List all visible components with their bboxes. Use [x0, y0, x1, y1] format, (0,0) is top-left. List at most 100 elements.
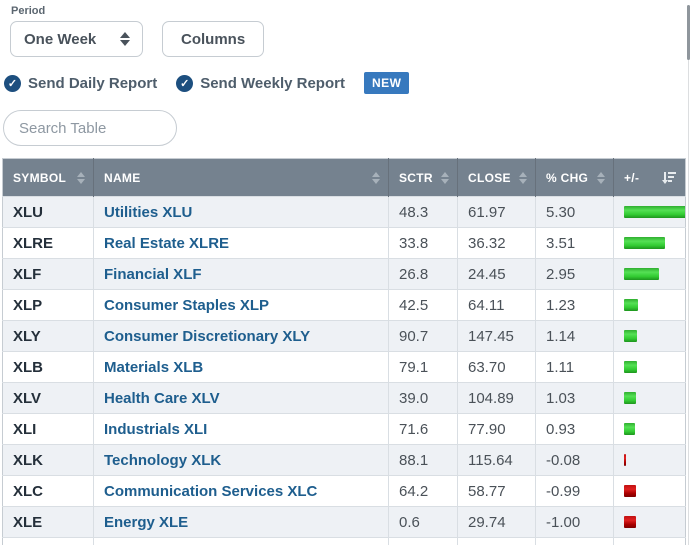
- symbol-cell: XLP: [2, 289, 94, 321]
- sector-link[interactable]: Financial XLF: [104, 265, 202, 283]
- header-plus-minus[interactable]: +/-: [613, 158, 686, 197]
- period-selected-value: One Week: [24, 30, 97, 48]
- sector-link[interactable]: Real Estate XLRE: [104, 234, 230, 252]
- search-input[interactable]: [3, 110, 177, 146]
- sctr-cell: 42.5: [388, 289, 458, 321]
- name-cell: Financial XLF: [93, 258, 389, 290]
- columns-button[interactable]: Columns: [162, 21, 265, 57]
- sort-arrows-icon: [77, 171, 85, 184]
- change-bar: [624, 361, 637, 373]
- change-bar-cell: [613, 196, 686, 228]
- select-updown-icon: [120, 32, 130, 46]
- change-bar-cell: [613, 258, 686, 290]
- sector-summary-page: Period One Week Columns ✓ Send Daily Rep…: [0, 5, 691, 545]
- sctr-cell: 33.8: [388, 227, 458, 259]
- change-bar-cell: [613, 227, 686, 259]
- pct-chg-cell: -0.08: [535, 444, 614, 476]
- sector-table: SYMBOL NAME SCTR CLOSE: [2, 158, 686, 545]
- sector-link[interactable]: Consumer Staples XLP: [104, 296, 270, 314]
- sctr-cell: 88.1: [388, 444, 458, 476]
- header-close[interactable]: CLOSE: [457, 158, 536, 197]
- symbol-cell: XLV: [2, 382, 94, 414]
- change-bar: [624, 237, 665, 249]
- table-row: XLE Energy XLE 0.6 29.74 -1.00: [2, 506, 686, 538]
- pct-chg-cell: 1.14: [535, 320, 614, 352]
- header-sctr[interactable]: SCTR: [388, 158, 458, 197]
- sector-link[interactable]: Utilities XLU: [104, 203, 193, 221]
- close-cell: 147.45: [457, 320, 536, 352]
- send-weekly-report-label: Send Weekly Report: [200, 74, 345, 92]
- header-name[interactable]: NAME: [93, 158, 389, 197]
- change-bar: [624, 330, 637, 342]
- name-cell: Consumer Discretionary XLY: [93, 320, 389, 352]
- sector-link[interactable]: Communication Services XLC: [104, 482, 318, 500]
- pct-chg-cell: 5.30: [535, 196, 614, 228]
- sctr-cell: 71.6: [388, 413, 458, 445]
- header-symbol[interactable]: SYMBOL: [2, 158, 94, 197]
- sctr-cell: 90.7: [388, 320, 458, 352]
- close-cell: 77.90: [457, 413, 536, 445]
- pct-chg-cell: 3.51: [535, 227, 614, 259]
- name-cell: Consumer Staples XLP: [93, 289, 389, 321]
- name-cell: Health Care XLV: [93, 382, 389, 414]
- close-cell: 61.97: [457, 196, 536, 228]
- change-bar-cell: [613, 413, 686, 445]
- pct-chg-cell: -1.00: [535, 506, 614, 538]
- name-cell: Utilities XLU: [93, 196, 389, 228]
- change-bar: [624, 206, 686, 218]
- sort-arrows-icon: [441, 171, 449, 184]
- page-scrollbar[interactable]: [686, 5, 691, 545]
- pct-chg-cell: 1.23: [535, 289, 614, 321]
- check-circle-icon: ✓: [176, 74, 194, 92]
- change-bar: [624, 268, 659, 280]
- table-row: XLRE Real Estate XLRE 33.8 36.32 3.51: [2, 227, 686, 259]
- close-cell: 104.89: [457, 382, 536, 414]
- symbol-cell: XLE: [2, 506, 94, 538]
- sort-arrows-icon: [519, 171, 527, 184]
- name-cell: Communication Services XLC: [93, 475, 389, 507]
- change-bar-cell: [613, 289, 686, 321]
- table-row: XLB Materials XLB 79.1 63.70 1.11: [2, 351, 686, 383]
- table-row: XLC Communication Services XLC 64.2 58.7…: [2, 475, 686, 507]
- change-bar-cell: [613, 475, 686, 507]
- change-bar-cell: [613, 506, 686, 538]
- controls-row: One Week Columns: [10, 21, 691, 57]
- change-bar-cell: [613, 351, 686, 383]
- name-cell: Technology XLK: [93, 444, 389, 476]
- sector-link[interactable]: Technology XLK: [104, 451, 222, 469]
- change-bar: [624, 299, 638, 311]
- name-cell: Materials XLB: [93, 351, 389, 383]
- sector-link[interactable]: Materials XLB: [104, 358, 204, 376]
- table-body: XLU Utilities XLU 48.3 61.97 5.30 XLRE R…: [2, 196, 686, 538]
- new-badge: NEW: [363, 72, 410, 94]
- pct-chg-cell: 1.03: [535, 382, 614, 414]
- table-row: XLV Health Care XLV 39.0 104.89 1.03: [2, 382, 686, 414]
- symbol-cell: XLU: [2, 196, 94, 228]
- period-select[interactable]: One Week: [10, 21, 143, 57]
- change-bar-cell: [613, 444, 686, 476]
- symbol-cell: XLC: [2, 475, 94, 507]
- scrollbar-thumb[interactable]: [687, 5, 690, 60]
- sector-link[interactable]: Industrials XLI: [104, 420, 208, 438]
- send-weekly-report-checkbox[interactable]: ✓ Send Weekly Report: [176, 74, 345, 92]
- pct-chg-cell: 0.93: [535, 413, 614, 445]
- symbol-cell: XLRE: [2, 227, 94, 259]
- sctr-cell: 48.3: [388, 196, 458, 228]
- table-row: XLP Consumer Staples XLP 42.5 64.11 1.23: [2, 289, 686, 321]
- name-cell: Industrials XLI: [93, 413, 389, 445]
- send-daily-report-checkbox[interactable]: ✓ Send Daily Report: [4, 74, 157, 92]
- partial-next-row: [2, 537, 686, 545]
- sector-link[interactable]: Energy XLE: [104, 513, 189, 531]
- pct-chg-cell: -0.99: [535, 475, 614, 507]
- table-row: XLU Utilities XLU 48.3 61.97 5.30: [2, 196, 686, 228]
- symbol-cell: XLF: [2, 258, 94, 290]
- symbol-cell: XLY: [2, 320, 94, 352]
- sector-link[interactable]: Consumer Discretionary XLY: [104, 327, 311, 345]
- name-cell: Real Estate XLRE: [93, 227, 389, 259]
- sector-link[interactable]: Health Care XLV: [104, 389, 220, 407]
- sctr-cell: 39.0: [388, 382, 458, 414]
- close-cell: 64.11: [457, 289, 536, 321]
- change-bar: [624, 516, 636, 528]
- header-pct-chg[interactable]: % CHG: [535, 158, 614, 197]
- check-circle-icon: ✓: [4, 74, 21, 92]
